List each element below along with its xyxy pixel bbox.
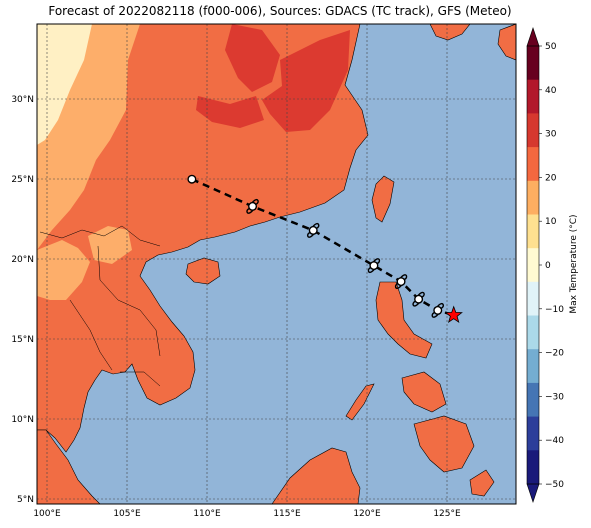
track-point: [414, 294, 424, 304]
track-point: [308, 225, 318, 235]
colorbar-tick: −30: [545, 392, 564, 402]
colorbar-segment: [527, 46, 539, 81]
mild-zone-indochina: [37, 240, 90, 300]
colorbar-tick: 30: [545, 130, 557, 140]
colorbar-segment: [527, 450, 539, 485]
highland-cold-zone: [37, 24, 92, 145]
track-point: [248, 201, 258, 211]
lat-tick: 25°N: [11, 175, 34, 185]
borneo-island: [271, 447, 361, 504]
country-borders: [39, 225, 161, 387]
track-point: [187, 174, 197, 184]
mindanao-island: [413, 415, 475, 473]
colorbar-tick: 20: [545, 173, 557, 183]
colorbar: 50 40 30 20 10 0 −10 −20 −30 −40 −50: [526, 27, 564, 503]
lon-tick: 115°E: [273, 509, 301, 519]
colorbar-segment: [527, 147, 539, 182]
landmass-north: [429, 24, 471, 41]
hot-zone-b: [262, 30, 350, 132]
track-point: [396, 277, 406, 287]
lon-tick: 120°E: [353, 509, 381, 519]
sulawesi-fragment: [469, 469, 495, 497]
colorbar-segment: [527, 382, 539, 418]
lon-tick: 110°E: [193, 509, 221, 519]
landmass-northeast: [497, 24, 516, 61]
lat-axis: 30°N 25°N 20°N 15°N 10°N 5°N: [11, 95, 34, 505]
colorbar-segment: [527, 248, 539, 283]
lat-tick: 30°N: [11, 95, 34, 105]
colorbar-extend-max: [526, 27, 540, 47]
colorbar-label: Max Temperature (°C): [569, 214, 579, 313]
colorbar-tick: 50: [545, 42, 557, 52]
colorbar-segment: [527, 113, 539, 148]
map-frame: [36, 23, 517, 505]
lon-tick: 105°E: [113, 509, 141, 519]
lat-tick: 15°N: [11, 335, 34, 345]
colorbar-tick: −40: [545, 436, 564, 446]
colorbar-tick: 40: [545, 86, 557, 96]
colorbar-segment: [527, 180, 539, 215]
map-title: Forecast of 2022082118 (f000-006), Sourc…: [48, 4, 512, 18]
hainan-island: [185, 257, 221, 285]
current-position-star-icon: [444, 305, 463, 324]
hot-zone-a: [225, 24, 280, 92]
colorbar-segment: [527, 416, 539, 451]
lat-tick: 10°N: [11, 415, 34, 425]
colorbar-segment: [527, 349, 539, 384]
hot-zone-c: [196, 96, 264, 128]
taiwan-island: [371, 175, 395, 223]
lon-tick: 100°E: [33, 509, 61, 519]
colorbar-tick: −20: [545, 349, 564, 359]
track-point: [433, 305, 443, 315]
colorbar-tick: −50: [545, 480, 564, 490]
storm-track: [187, 174, 463, 324]
colorbar-tick: 0: [545, 261, 551, 271]
colorbar-segment: [527, 281, 539, 316]
graticule: [37, 24, 516, 504]
malay-peninsula: [37, 429, 101, 504]
lat-tick: 20°N: [11, 255, 34, 265]
lon-tick: 125°E: [433, 509, 461, 519]
colorbar-tick: −10: [545, 305, 564, 315]
colorbar-extend-min: [526, 483, 540, 503]
colorbar-segment: [527, 315, 539, 350]
colorbar-segment: [527, 214, 539, 249]
track-point: [369, 261, 379, 271]
colorbar-tick: 10: [545, 217, 557, 227]
colorbar-segment: [527, 79, 539, 114]
map-area: [37, 24, 516, 504]
mild-zone-yunnan: [88, 226, 132, 264]
lat-tick: 5°N: [17, 495, 34, 505]
visayas-islands: [401, 371, 447, 413]
lon-axis: 100°E 105°E 110°E 115°E 120°E 125°E: [33, 509, 461, 519]
